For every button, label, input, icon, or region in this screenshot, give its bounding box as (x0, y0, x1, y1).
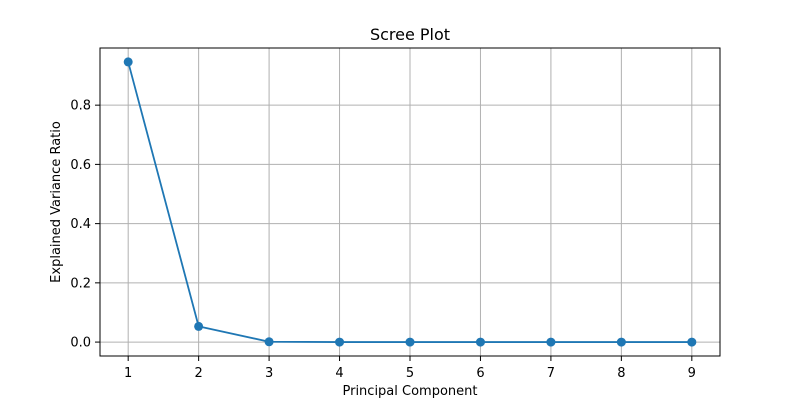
x-tick-label: 1 (124, 366, 132, 381)
data-point (616, 337, 626, 347)
data-point (405, 337, 415, 347)
x-tick-label: 2 (194, 366, 202, 381)
y-tick-label: 0.6 (70, 158, 91, 173)
data-point (475, 337, 485, 347)
x-tick-label: 6 (476, 366, 484, 381)
data-point (123, 57, 133, 67)
y-tick-label: 0.4 (70, 217, 91, 232)
x-axis-title: Principal Component (342, 384, 477, 399)
data-point (335, 337, 345, 347)
x-axis: 1 2 3 4 5 6 7 8 9 (124, 356, 696, 381)
data-point (687, 337, 697, 347)
x-tick-label: 4 (335, 366, 343, 381)
data-point (546, 337, 556, 347)
x-tick-label: 3 (265, 366, 273, 381)
x-tick-label: 8 (617, 366, 625, 381)
data-point (194, 321, 204, 331)
y-tick-label: 0.2 (70, 276, 91, 291)
y-tick-label: 0.8 (70, 99, 91, 114)
data-point (264, 337, 274, 347)
y-axis-title: Explained Variance Ratio (49, 121, 64, 283)
chart-title: Scree Plot (370, 25, 450, 44)
grid-layer (100, 48, 720, 356)
x-tick-label: 7 (547, 366, 555, 381)
y-tick-label: 0.0 (70, 336, 91, 351)
y-axis: 0.0 0.2 0.4 0.6 0.8 (70, 99, 100, 351)
x-tick-label: 5 (406, 366, 414, 381)
series-layer (123, 57, 697, 347)
x-tick-label: 9 (688, 366, 696, 381)
